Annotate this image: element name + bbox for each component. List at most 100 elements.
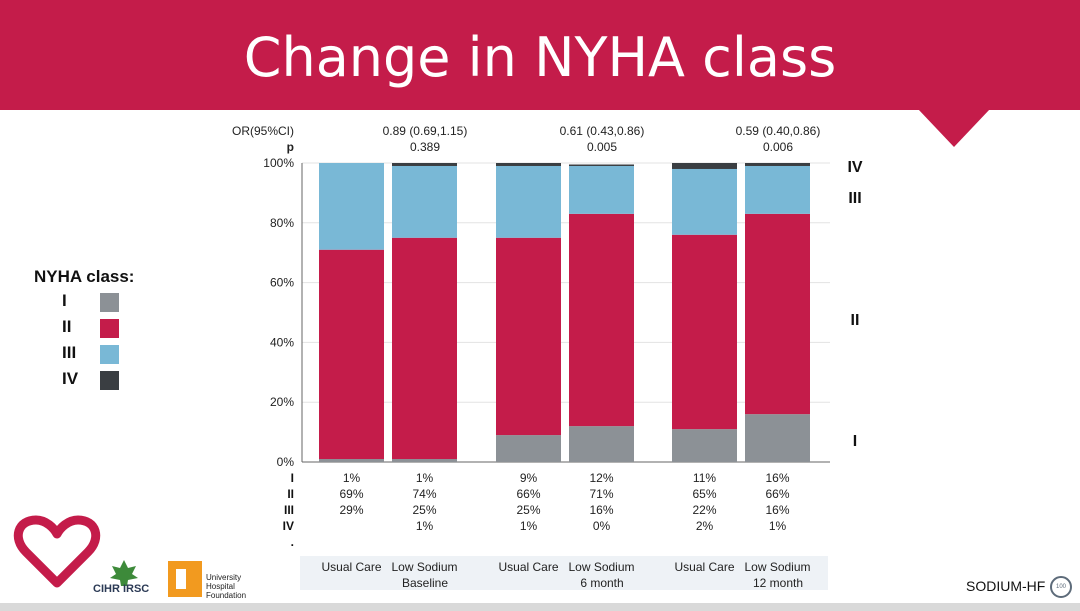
uhf-logo-text: University Hospital Foundation (206, 573, 246, 600)
y-tick-label: 60% (270, 276, 294, 290)
table-row-label: II (287, 487, 294, 501)
or-label: OR(95%CI) (232, 124, 294, 138)
legend-label-iv: IV (62, 369, 79, 388)
data-label: 1% (343, 471, 361, 485)
legend-label-i: I (62, 291, 67, 310)
data-label: 22% (692, 503, 716, 517)
bar-segment-iii-3 (569, 165, 634, 214)
data-label: 25% (516, 503, 540, 517)
category-axis-band (300, 556, 828, 590)
data-label: 11% (693, 471, 716, 485)
grid-layer (300, 162, 830, 590)
data-label: 25% (412, 503, 436, 517)
cihr-logo-text: CIHR IRSC (93, 583, 150, 595)
p-value-label: 0.005 (587, 140, 617, 154)
category-label: Low Sodium (568, 560, 634, 574)
category-label: Low Sodium (744, 560, 810, 574)
data-label: 66% (765, 487, 789, 501)
category-label: Usual Care (321, 560, 381, 574)
odds-ratio-label: 0.61 (0.43,0.86) (560, 124, 645, 138)
group-label: 6 month (580, 576, 623, 590)
data-label: 74% (412, 487, 436, 501)
sodium-badge-icon: 100 (1050, 576, 1072, 598)
group-label: 12 month (753, 576, 803, 590)
p-value-label: 0.006 (763, 140, 793, 154)
legend-item-iv: IV (34, 369, 174, 395)
bar-segment-ii-0 (319, 249, 384, 460)
data-label: 1% (769, 519, 787, 533)
table-row-label: III (284, 503, 294, 517)
right-class-label: IV (847, 159, 862, 176)
legend-swatch-iii (100, 345, 119, 364)
uhf-line-3: Foundation (206, 591, 247, 600)
table-row-label: IV (283, 519, 294, 533)
bar-segment-ii-4 (672, 234, 737, 430)
y-tick-label: 100% (263, 156, 294, 170)
data-label: 9% (520, 471, 538, 485)
uhf-line-2: Hospital (206, 582, 235, 591)
table-row-label: I (291, 471, 294, 485)
category-label: Low Sodium (391, 560, 457, 574)
maple-leaf-icon (110, 560, 138, 586)
y-tick-label: 80% (270, 216, 294, 230)
table-row-label: . (291, 535, 294, 549)
bar-segment-iii-5 (745, 165, 810, 214)
category-label: Usual Care (674, 560, 734, 574)
legend-swatch-ii (100, 319, 119, 338)
bar-segment-i-3 (569, 426, 634, 462)
bar-segment-ii-5 (745, 213, 810, 415)
y-tick-label: 20% (270, 395, 294, 409)
data-label: 71% (589, 487, 613, 501)
y-tick-label: 0% (277, 455, 295, 469)
data-label: 65% (692, 487, 716, 501)
data-label: 0% (593, 519, 611, 533)
data-label: 16% (589, 503, 613, 517)
odds-ratio-label: 0.89 (0.69,1.15) (383, 124, 468, 138)
odds-ratio-label: 0.59 (0.40,0.86) (736, 124, 821, 138)
bar-segment-i-0 (319, 459, 384, 462)
bar-layer (319, 163, 810, 462)
bar-segment-iii-0 (319, 163, 384, 250)
sodium-hf-brand: SODIUM-HF (966, 578, 1046, 594)
group-label: Baseline (402, 576, 448, 590)
right-class-label: II (851, 312, 860, 329)
legend-swatch-i (100, 293, 119, 312)
legend-swatch-iv (100, 371, 119, 390)
bar-segment-iii-1 (392, 165, 457, 238)
bar-segment-iii-4 (672, 168, 737, 235)
uhf-line-1: University (206, 573, 242, 582)
text-layer: 0% 20% 40% 60% 80% 100% OR(95%CI) p 0.89 (0.69,1… (232, 124, 863, 590)
uhf-logo-inner-icon (176, 569, 186, 589)
legend: NYHA class: I II III IV (34, 267, 174, 395)
data-label: 1% (520, 519, 538, 533)
legend-title: NYHA class: (34, 267, 135, 286)
bar-segment-i-5 (745, 414, 810, 462)
footer-bar (0, 603, 1080, 611)
data-label: 16% (765, 503, 789, 517)
bar-segment-i-1 (392, 459, 457, 462)
right-class-label: I (853, 433, 857, 450)
data-label: 1% (416, 519, 434, 533)
bar-segment-iv-3 (569, 164, 634, 166)
bar-segment-ii-3 (569, 213, 634, 427)
bar-segment-i-4 (672, 429, 737, 462)
legend-label-iii: III (62, 343, 77, 362)
data-label: 16% (765, 471, 789, 485)
legend-item-i: I (34, 291, 174, 317)
p-value-label: 0.389 (410, 140, 440, 154)
banner-notch (918, 109, 990, 147)
bar-segment-iv-1 (392, 163, 457, 166)
bar-segment-iv-2 (496, 163, 561, 166)
data-label: 69% (339, 487, 363, 501)
data-label: 66% (516, 487, 540, 501)
bar-segment-i-2 (496, 435, 561, 462)
bar-segment-iii-2 (496, 165, 561, 238)
legend-item-ii: II (34, 317, 174, 343)
data-label: 29% (339, 503, 363, 517)
legend-label-ii: II (62, 317, 72, 336)
title-banner: Change in NYHA class (0, 0, 1080, 110)
data-label: 12% (589, 471, 613, 485)
right-class-label: III (848, 190, 861, 207)
